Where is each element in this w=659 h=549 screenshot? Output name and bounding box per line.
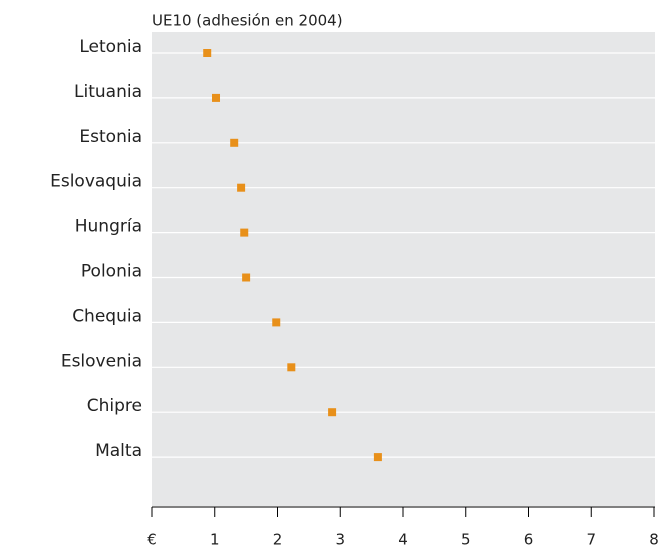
dot <box>242 273 251 282</box>
plot-area <box>152 32 655 506</box>
dot <box>212 93 221 102</box>
category-label: Lituania <box>74 82 142 102</box>
x-tick-label: 2 <box>273 531 283 549</box>
category-label: Letonia <box>79 37 142 57</box>
x-tick-label: 6 <box>524 531 534 549</box>
x-tick-label: 3 <box>335 531 345 549</box>
x-tick-label: 8 <box>649 531 659 549</box>
chart-title: UE10 (adhesión en 2004) <box>152 12 343 30</box>
category-label: Malta <box>95 441 142 461</box>
dot <box>203 49 212 57</box>
category-label: Chequia <box>72 306 142 326</box>
category-label: Eslovenia <box>61 351 142 371</box>
category-label: Polonia <box>81 262 142 282</box>
category-label: Eslovaquia <box>50 172 142 192</box>
x-tick-label: 1 <box>210 531 220 549</box>
dot <box>328 408 337 417</box>
dot <box>230 138 239 147</box>
x-tick-label: 5 <box>461 531 471 549</box>
category-label: Chipre <box>87 396 142 416</box>
dot <box>272 318 281 327</box>
dot <box>287 363 296 372</box>
dot <box>373 453 382 462</box>
dot <box>237 183 246 192</box>
x-tick-label: 4 <box>398 531 408 549</box>
x-tick-label: € <box>147 531 157 549</box>
category-label: Hungría <box>75 217 142 237</box>
category-label: Estonia <box>79 127 142 147</box>
x-tick-label: 7 <box>586 531 596 549</box>
dot <box>240 228 249 237</box>
